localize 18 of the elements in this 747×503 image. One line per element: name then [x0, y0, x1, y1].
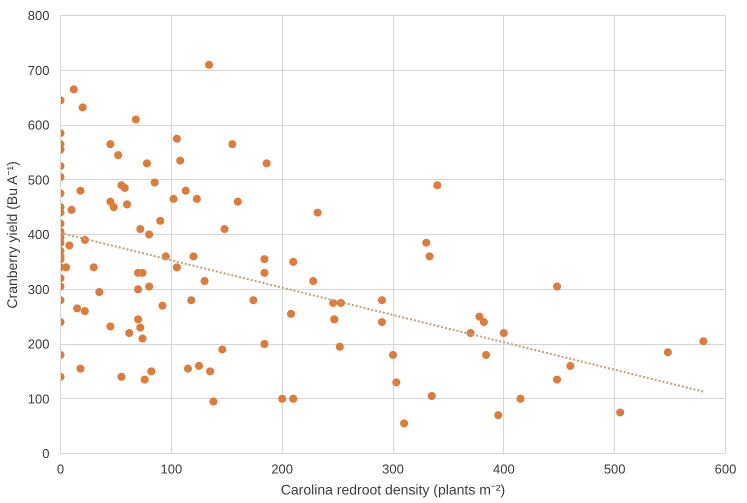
x-tick-label: 500 — [604, 462, 626, 476]
y-tick-label: 800 — [28, 8, 50, 23]
x-tick-label: 300 — [382, 462, 404, 476]
y-tick-label: 600 — [28, 118, 50, 132]
y-tick-label: 400 — [28, 227, 50, 242]
x-tick-label: 600 — [714, 462, 736, 476]
x-tick-label: 200 — [271, 462, 294, 476]
y-axis-title: Cranberry yield (Bu A⁻¹) — [4, 161, 20, 309]
y-tick-label: 0 — [42, 446, 50, 461]
y-tick-label: 100 — [28, 391, 50, 406]
x-tick-label: 100 — [160, 462, 182, 476]
x-axis-title: Carolina redroot density (plants m⁻²) — [280, 482, 506, 498]
y-tick-label: 500 — [28, 172, 50, 188]
y-tick-label: 700 — [28, 62, 50, 78]
y-tick-label: 200 — [28, 336, 50, 352]
x-tick-label: 400 — [492, 462, 515, 476]
x-tick-label: 0 — [56, 462, 64, 476]
y-tick-label: 300 — [28, 282, 50, 297]
